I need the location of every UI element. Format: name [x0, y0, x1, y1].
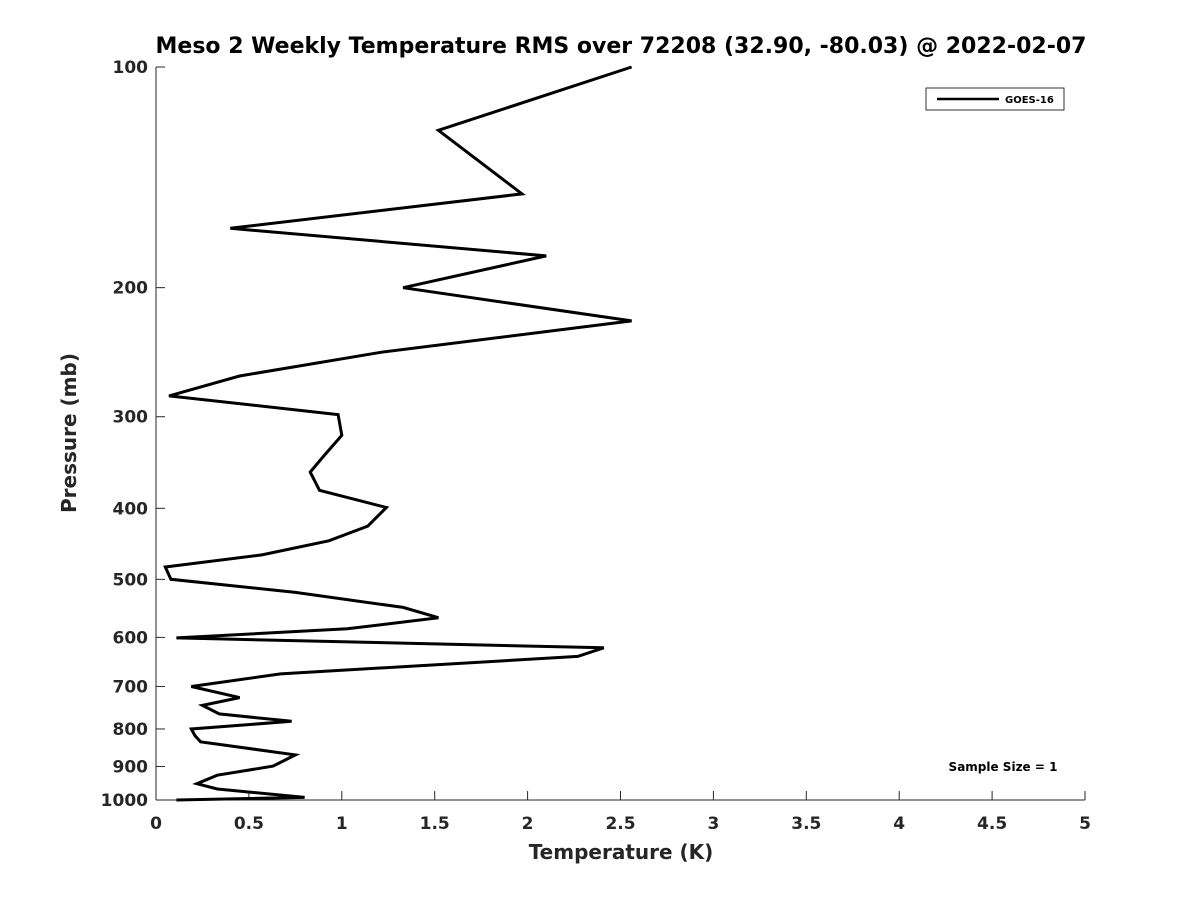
legend: GOES-16 [925, 87, 1065, 111]
y-tick-label: 400 [113, 499, 149, 519]
x-tick-label: 4.5 [977, 814, 1007, 834]
x-tick-label: 3 [707, 814, 719, 834]
plot-area [156, 67, 1085, 800]
y-tick-label: 500 [113, 570, 149, 590]
y-tick-label: 900 [113, 757, 149, 777]
x-tick-label: 1.5 [420, 814, 450, 834]
x-tick-label: 0.5 [234, 814, 264, 834]
y-tick-label: 100 [113, 58, 149, 78]
y-tick-label: 700 [113, 677, 149, 697]
y-tick-label: 600 [113, 628, 149, 648]
x-axis-label: Temperature (K) [529, 840, 714, 864]
sample-size-annotation: Sample Size = 1 [949, 760, 1058, 774]
x-axis-ticks: 0 0.5 1 1.5 2 2.5 3 3.5 4 4.5 5 [150, 791, 1091, 834]
x-tick-label: 4 [893, 814, 905, 834]
x-tick-label: 1 [336, 814, 348, 834]
chart-title: Meso 2 Weekly Temperature RMS over 72208… [156, 34, 1087, 59]
y-tick-label: 200 [113, 279, 149, 299]
y-tick-label: 800 [113, 720, 149, 740]
x-tick-label: 2.5 [605, 814, 635, 834]
series-layer [163, 65, 633, 802]
x-tick-label: 5 [1079, 814, 1091, 834]
x-tick-label: 3.5 [791, 814, 821, 834]
x-tick-label: 0 [150, 814, 162, 834]
y-axis-label: Pressure (mb) [57, 353, 81, 513]
y-tick-label: 1000 [101, 791, 148, 811]
y-axis-ticks: 100 200 300 400 500 600 700 800 900 1000 [101, 58, 165, 811]
legend-label-goes-16: GOES-16 [1005, 95, 1054, 106]
y-tick-label: 300 [113, 408, 149, 428]
x-tick-label: 2 [522, 814, 534, 834]
series-line-goes-16 [163, 65, 633, 802]
